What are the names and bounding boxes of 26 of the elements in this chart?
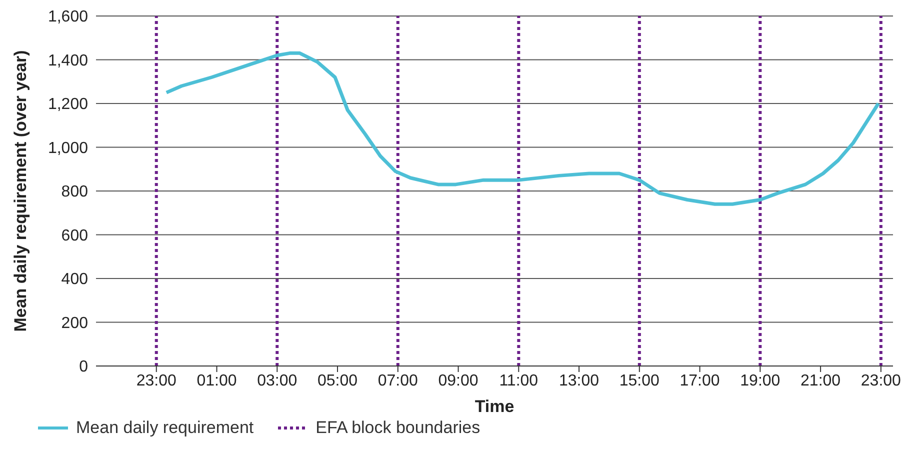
y-tick-label: 1,000: [48, 140, 88, 157]
y-axis-title: Mean daily requirement (over year): [11, 50, 30, 332]
x-tick-label: 15:00: [619, 372, 660, 390]
x-tick-label: 19:00: [740, 372, 780, 390]
y-tick-label: 1,200: [48, 96, 88, 114]
x-tick-label: 23:00: [136, 372, 176, 390]
y-tick-label: 400: [61, 271, 88, 288]
x-tick-label: 23:00: [860, 372, 902, 390]
x-tick-label: 17:00: [680, 372, 720, 390]
y-tick-label: 800: [61, 184, 88, 201]
x-tick-label: 09:00: [438, 372, 478, 390]
x-tick-label: 11:00: [499, 372, 538, 390]
x-tick-label: 03:00: [257, 372, 298, 390]
legend-label: Mean daily requirement: [76, 418, 254, 438]
y-tick-label: 600: [61, 227, 88, 244]
y-tick-label: 0: [79, 358, 88, 376]
y-tick-label: 1,600: [48, 8, 88, 26]
x-axis-title: Time: [474, 397, 514, 416]
x-tick-label: 01:00: [196, 372, 237, 390]
x-tick-label: 05:00: [317, 372, 358, 390]
legend-label: EFA block boundaries: [316, 418, 480, 438]
y-tick-label: 200: [61, 314, 88, 332]
x-tick-label: 21:00: [800, 372, 841, 390]
y-tick-label: 1,400: [48, 52, 88, 70]
x-tick-label: 13:00: [559, 372, 600, 390]
x-tick-label: 07:00: [378, 372, 418, 390]
